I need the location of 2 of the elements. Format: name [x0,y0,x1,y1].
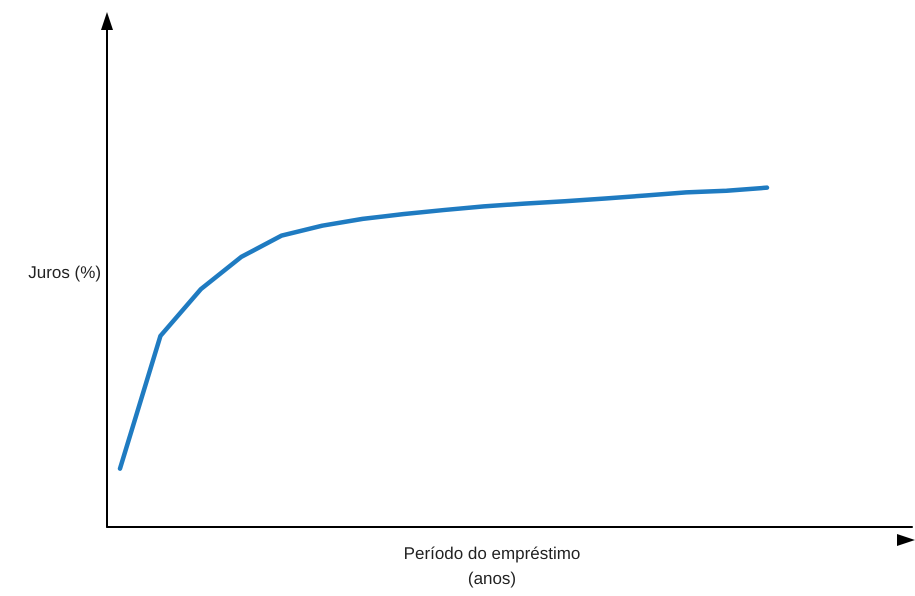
x-axis-title: Período do empréstimo (anos) [404,544,580,588]
y-axis-title: Juros (%) [28,263,101,282]
